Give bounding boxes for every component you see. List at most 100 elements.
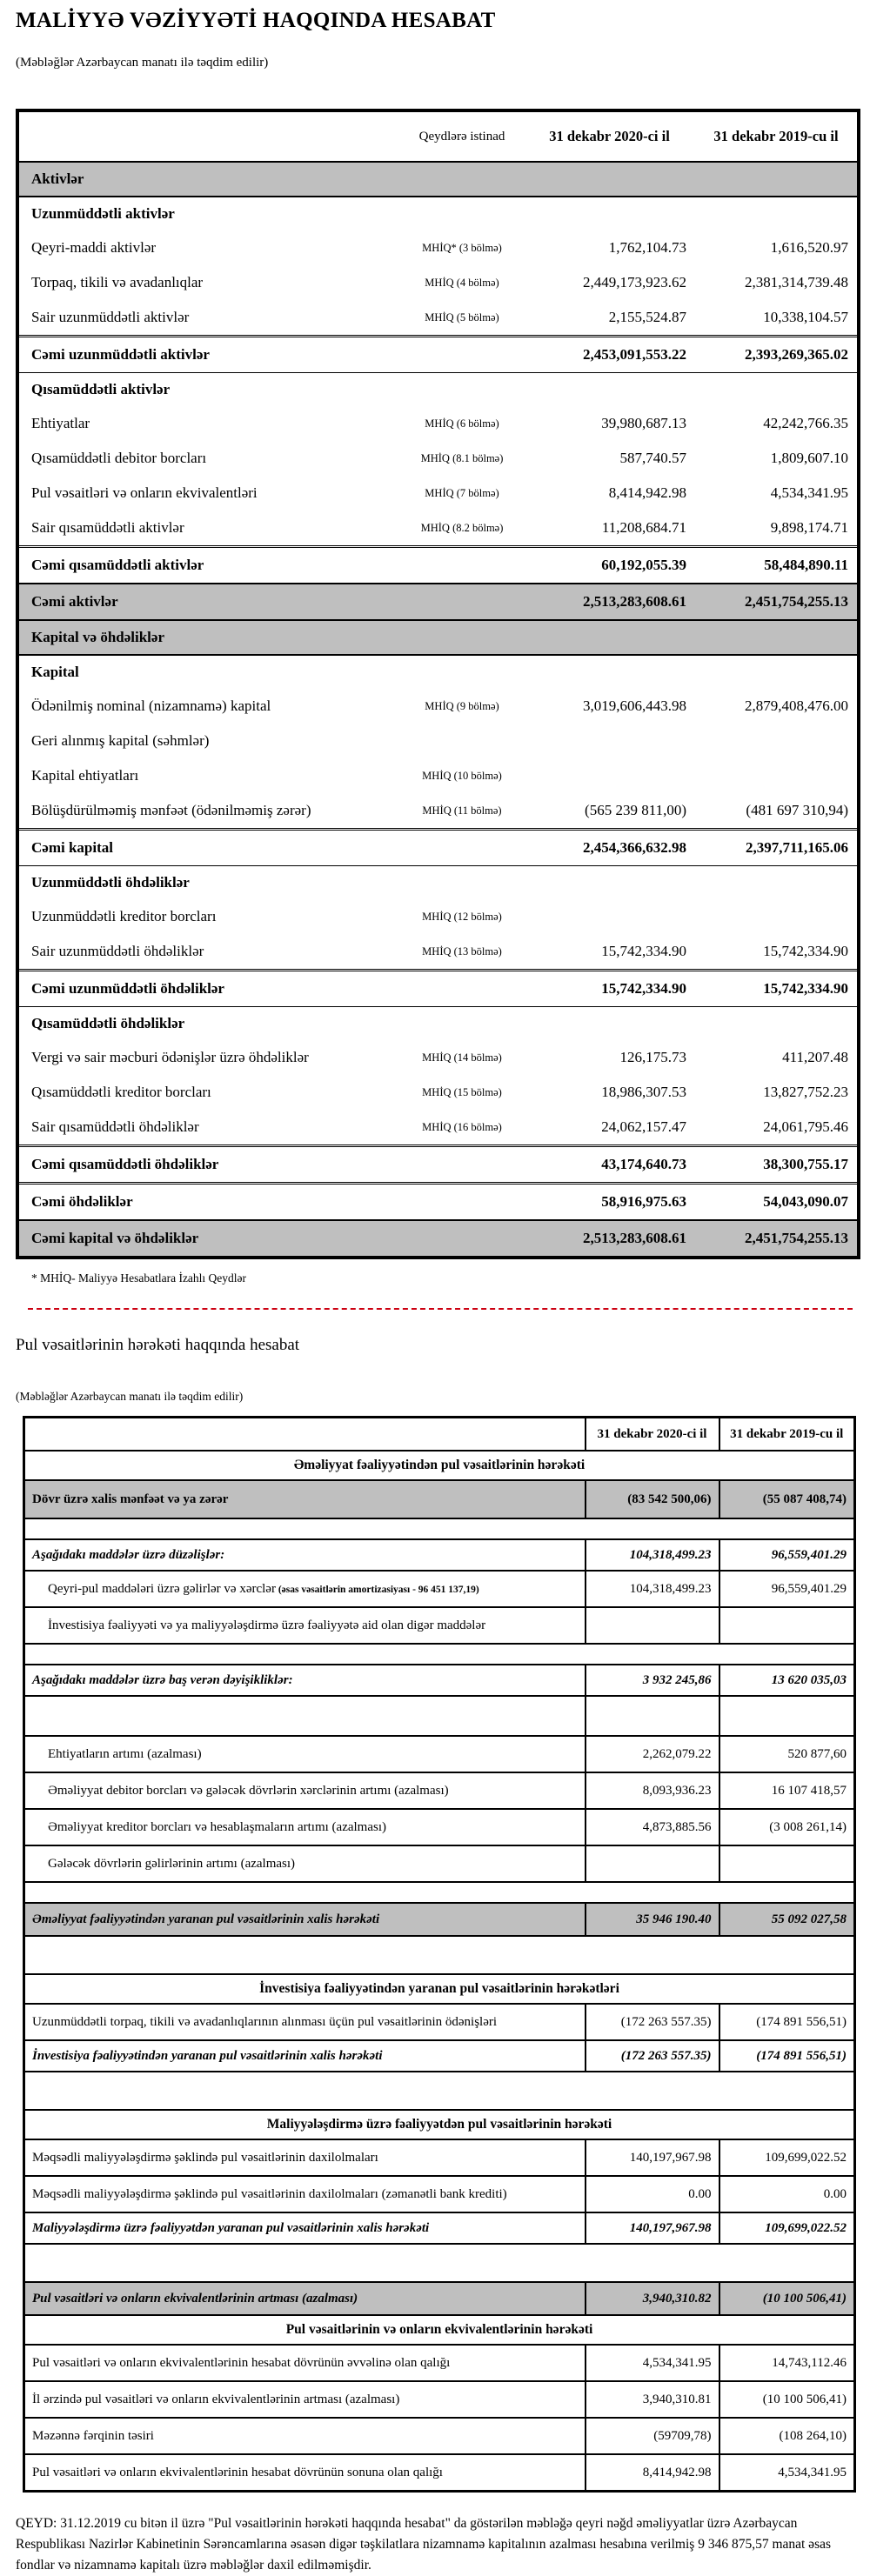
row-label: Vergi və sair məcburi ödənişlər üzrə öhd… — [31, 1049, 309, 1065]
value-2019: (55 087 408,74) — [718, 1479, 856, 1519]
row-label: İl ərzində pul vəsaitləri və onların ekv… — [23, 2380, 586, 2419]
year-2019-column-header: 31 dekabr 2019-cu il — [718, 1416, 856, 1452]
cf-row-gray-italic: Pul vəsaitləri və onların ekvivalentləri… — [23, 2281, 856, 2316]
value-2019: 14,743,112.46 — [718, 2344, 856, 2382]
value-2019: 1,616,520.97 — [770, 239, 848, 256]
value-2019: 55 092 027,58 — [718, 1902, 856, 1937]
value-2019: 42,242,766.35 — [763, 415, 848, 431]
row-label: Qeyri-pul maddələri üzrə gəlirlər və xər… — [23, 1570, 586, 1608]
note-reference: MHİQ (7 bölmə) — [425, 486, 499, 499]
value-2020: 2,449,173,923.62 — [583, 274, 686, 290]
value-2020: 4,534,341.95 — [584, 2344, 720, 2382]
value-2020: 140,197,967.98 — [584, 2212, 720, 2245]
cf-row-section: Maliyyələşdirmə üzrə fəaliyyətdən pul və… — [23, 2109, 856, 2140]
value-2019: 2,451,754,255.13 — [695, 583, 859, 621]
value-2019 — [718, 1606, 856, 1645]
value-2020: 39,980,687.13 — [601, 415, 686, 431]
row-label: Ödənilmiş nominal (nizamnamə) kapital — [31, 697, 271, 714]
cf-row-data: Pul vəsaitləri və onların ekvivalentləri… — [23, 2453, 856, 2493]
currency-note-2: (Məbləğlər Azərbaycan manatı ilə təqdim … — [16, 1390, 244, 1403]
value-2020: (172 263 557.35) — [584, 2003, 720, 2041]
value-2020: 587,740.57 — [619, 450, 687, 466]
bs-row-total: Cəmi öhdəliklər 58,916,975.63 54,043,090.0… — [17, 1182, 859, 1221]
note-reference: MHİQ (13 bölmə) — [422, 944, 502, 958]
row-label: Maliyyələşdirmə üzrə fəaliyyətdən yarana… — [23, 2212, 586, 2245]
row-label-text: İnvestisiya fəaliyyəti və ya maliyyələşd… — [48, 1618, 486, 1632]
bs-row-data: Ödənilmiş nominal (nizamnamə) kapital MHİ… — [17, 689, 859, 724]
empty-gap — [23, 1518, 855, 1540]
row-label-text: Dövr üzrə xalis mənfəət və ya zərər — [32, 1492, 229, 1506]
row-label: Qısamüddətli kreditor borcları — [31, 1084, 211, 1100]
row-label-text: Pul vəsaitləri və onların ekvivalentləri… — [32, 2291, 358, 2306]
row-label: Sair qısamüddətli aktivlər — [31, 519, 184, 536]
row-label: Məqsədli maliyyələşdirmə şəklində pul və… — [23, 2139, 586, 2177]
cash-flow-header-row: 31 dekabr 2020-ci il 31 dekabr 2019-cu i… — [23, 1416, 856, 1452]
row-label: Uzunmüddətli öhdəliklər — [31, 874, 190, 891]
bs-row-total: Cəmi qısamüddətli aktivlər 60,192,055.39 5… — [17, 545, 859, 584]
value-2020: 43,174,640.73 — [524, 1145, 695, 1184]
bs-row-data: Uzunmüddətli kreditor borcları MHİQ (12 b… — [17, 899, 859, 934]
empty-gap — [23, 1935, 855, 1975]
value-2020: 104,318,499.23 — [584, 1570, 720, 1608]
value-2019: (174 891 556,51) — [718, 2039, 856, 2072]
value-2020 — [524, 899, 695, 934]
value-2020: 2,513,283,608.61 — [524, 583, 695, 621]
cf-row-gap-sm — [23, 1643, 855, 1665]
value-2020: 8,093,936.23 — [584, 1772, 720, 1810]
value-2019: 520 877,60 — [718, 1735, 856, 1773]
row-label: Kapital və öhdəliklər — [17, 619, 859, 656]
value-2020: 60,192,055.39 — [524, 545, 695, 584]
row-label: Kapital — [31, 664, 79, 680]
value-2019: 2,381,314,739.48 — [745, 274, 848, 290]
note-reference — [400, 828, 524, 866]
row-label: Aşağıdakı maddələr üzrə baş verən dəyişi… — [23, 1664, 586, 1697]
note-reference: MHİQ* (3 bölmə) — [422, 241, 502, 254]
cash-flow-table: 31 dekabr 2020-ci il 31 dekabr 2019-cu i… — [23, 1416, 856, 2493]
value-2019: (481 697 310,94) — [746, 802, 848, 818]
year-2020-column-header: 31 dekabr 2020-ci il — [524, 110, 695, 163]
row-label: Gələcək dövrlərin gəlirlərinin artımı (a… — [23, 1845, 586, 1883]
note-reference: MHİQ (12 bölmə) — [422, 910, 502, 923]
value-2020: 3,019,606,443.98 — [583, 697, 686, 714]
value-2019 — [695, 758, 859, 793]
bs-row-data: Qısamüddətli debitor borcları MHİQ (8.1 b… — [17, 441, 859, 476]
cf-row-data: Uzunmüddətli torpaq, tikili və avadanlıq… — [23, 2003, 856, 2041]
row-label: Məzənnə fərqinin təsiri — [23, 2417, 586, 2455]
value-2019: 15,742,334.90 — [763, 943, 848, 959]
row-label: Əməliyyat kreditor borcları və hesablaşm… — [23, 1808, 586, 1846]
cf-row-data: İnvestisiya fəaliyyəti və ya maliyyələşd… — [23, 1606, 856, 1645]
cf-row-section: İnvestisiya fəaliyyətindən yaranan pul v… — [23, 1973, 856, 2005]
section-header-label: Maliyyələşdirmə üzrə fəaliyyətdən pul və… — [23, 2109, 856, 2140]
value-2019: 2,879,408,476.00 — [745, 697, 848, 714]
cf-row-gap-sm — [23, 1881, 855, 1904]
value-2019: 9,898,174.71 — [770, 519, 848, 536]
cf-row-data: Məzənnə fərqinin təsiri (59709,78) (108 26… — [23, 2417, 856, 2455]
cf-row-gray-italic: Əməliyyat fəaliyyətindən yaranan pul vəs… — [23, 1902, 856, 1937]
mhiq-footnote: * MHİQ- Maliyyə Hesabatlara İzahlı Qeydl… — [31, 1271, 247, 1285]
row-label: Sair qısamüddətli öhdəliklər — [31, 1118, 199, 1135]
year-2019-column-header: 31 dekabr 2019-cu il — [695, 110, 859, 163]
row-label: Pul vəsaitləri və onların ekvivalentləri… — [23, 2453, 586, 2493]
row-label-text: Əməliyyat debitor borcları və gələcək dö… — [48, 1783, 449, 1798]
note-reference — [400, 583, 524, 621]
value-2020 — [524, 724, 695, 758]
value-2019: (174 891 556,51) — [718, 2003, 856, 2041]
value-2019: 16 107 418,57 — [718, 1772, 856, 1810]
bs-row-data: Kapital ehtiyatları MHİQ (10 bölmə) — [17, 758, 859, 793]
value-2020: 104,318,499.23 — [584, 1538, 720, 1572]
row-label: Cəmi qısamüddətli öhdəliklər — [17, 1145, 400, 1184]
value-2020 — [584, 1845, 720, 1883]
row-label: Ehtiyatların artımı (azalması) — [23, 1735, 586, 1773]
value-2019 — [695, 899, 859, 934]
bs-row-subheader: Kapital — [17, 655, 859, 689]
row-label-text: İnvestisiya fəaliyyətindən yaranan pul v… — [32, 2048, 383, 2063]
value-2020: 1,762,104.73 — [608, 239, 686, 256]
row-label: Cəmi qısamüddətli aktivlər — [17, 545, 400, 584]
row-label-text: Aşağıdakı maddələr üzrə baş verən dəyişi… — [32, 1672, 293, 1687]
value-2019: (3 008 261,14) — [718, 1808, 856, 1846]
row-label: Sair uzunmüddətli öhdəliklər — [31, 943, 204, 959]
row-label: Əməliyyat fəaliyyətindən yaranan pul vəs… — [23, 1902, 586, 1937]
row-label-text: Aşağıdakı maddələr üzrə düzəlişlər: — [32, 1547, 225, 1562]
section-header-label: Pul vəsaitlərinin və onların ekvivalentl… — [23, 2314, 856, 2346]
value-2020: 58,916,975.63 — [524, 1182, 695, 1221]
